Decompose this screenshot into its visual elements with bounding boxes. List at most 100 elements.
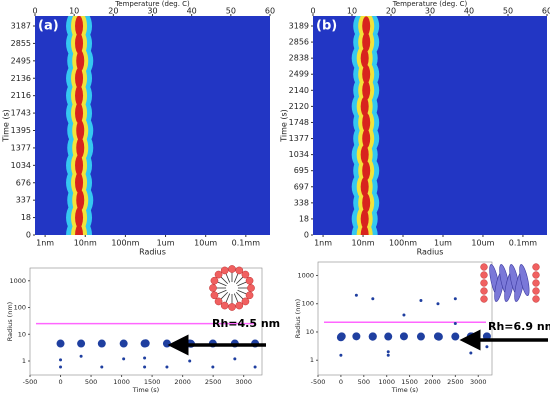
- icon-head: [480, 295, 488, 303]
- icon-head: [210, 291, 219, 300]
- x2-tick-label: 40: [187, 7, 197, 16]
- y-tick-label: 695: [294, 166, 309, 175]
- data-point: [119, 339, 128, 348]
- data-point: [233, 357, 237, 361]
- x-tick-label: 100nm: [389, 239, 417, 248]
- x2-tick-label: 60: [542, 7, 550, 16]
- x-tick-label: 100nm: [111, 239, 139, 248]
- y-axis-title: Radius (nm): [294, 299, 302, 338]
- icon-head: [209, 284, 217, 292]
- y-tick-label: 1395: [11, 126, 31, 135]
- icon-tail: [225, 273, 231, 283]
- x-tick-label: 0.1mm: [232, 239, 261, 248]
- y-tick-label: 10: [18, 330, 26, 338]
- y-tick-label: 2136: [11, 74, 31, 83]
- x-tick-label: 1um: [157, 239, 175, 248]
- heatmap-cell: [76, 137, 85, 159]
- x2-tick-label: 50: [226, 7, 236, 16]
- data-point: [253, 365, 257, 369]
- icon-head: [220, 301, 229, 310]
- y-tick-label: 1: [22, 357, 26, 365]
- annotation: Rh=4.5 nm: [212, 317, 280, 330]
- y-tick-label: 2855: [11, 39, 31, 48]
- icon-head: [480, 263, 488, 271]
- y-tick-label: 2120: [289, 102, 309, 111]
- x2-tick-label: 20: [386, 7, 396, 16]
- icon-head: [245, 276, 254, 285]
- y-tick-label: 2856: [289, 38, 309, 47]
- x-tick-label: 1nm: [314, 239, 332, 248]
- icon-tail: [217, 289, 227, 295]
- data-point: [416, 332, 425, 341]
- y-tick-label: 2838: [289, 54, 309, 63]
- icon-helix: [519, 264, 530, 297]
- icon-head: [220, 266, 229, 275]
- y-tick-label: 1377: [289, 134, 309, 143]
- heatmap-cells: [66, 16, 94, 235]
- data-point: [434, 332, 443, 341]
- data-point: [339, 353, 343, 357]
- y-tick-label: 338: [294, 198, 309, 207]
- icon-tail: [217, 281, 227, 287]
- icon-head: [210, 276, 219, 285]
- x2-tick-label: 20: [108, 7, 118, 16]
- heatmap-cell: [362, 80, 371, 100]
- x2-axis-title: Temperature (deg. C): [392, 0, 468, 8]
- x-tick-label: 1500: [401, 378, 418, 386]
- heatmap-background: [313, 16, 547, 235]
- y-tick-label: 2499: [289, 70, 309, 79]
- heatmap-cell: [362, 161, 371, 181]
- x-tick-label: 0: [58, 378, 62, 386]
- heatmap-cell: [362, 16, 371, 36]
- data-point: [354, 293, 358, 297]
- icon-tail: [225, 293, 231, 303]
- x-tick-label: 10um: [471, 239, 494, 248]
- icon-head: [532, 263, 540, 271]
- data-point: [337, 332, 346, 341]
- icon-head: [532, 295, 540, 303]
- y-tick-label: 3187: [11, 22, 31, 31]
- data-point: [436, 302, 440, 306]
- y-tick-label: 1748: [289, 118, 309, 127]
- y-tick-label: 10: [306, 328, 314, 336]
- icon-head: [480, 279, 488, 287]
- x-tick-label: 500: [358, 378, 370, 386]
- data-point: [371, 297, 375, 301]
- y-tick-label: 1743: [11, 109, 31, 118]
- y-axis-title: Time (s): [2, 109, 11, 143]
- icon-head: [480, 287, 488, 295]
- heatmap-cell: [360, 177, 369, 197]
- data-point: [56, 339, 65, 348]
- x-axis-title: Radius: [417, 248, 444, 257]
- x-tick-label: 2500: [205, 378, 222, 386]
- x-axis-title: Time (s): [132, 386, 159, 394]
- data-point: [77, 339, 86, 348]
- y-tick-label: 18: [21, 213, 31, 222]
- data-point: [165, 365, 169, 369]
- x-tick-label: 2000: [424, 378, 441, 386]
- x-tick-label: 1um: [434, 239, 452, 248]
- icon-head: [532, 271, 540, 279]
- x2-tick-label: 0: [32, 7, 37, 16]
- x-tick-label: 2500: [447, 378, 464, 386]
- x2-tick-label: 30: [147, 7, 157, 16]
- y-tick-label: 100: [302, 300, 314, 308]
- heatmap-cell: [75, 102, 84, 124]
- heatmap-cell: [362, 128, 371, 149]
- data-point: [419, 299, 423, 303]
- plot-frame: [29, 267, 263, 376]
- x2-tick-label: 60: [265, 7, 275, 16]
- y-tick-label: 2495: [11, 56, 31, 65]
- icon-head: [235, 301, 244, 310]
- y-tick-label: 2140: [289, 86, 309, 95]
- data-point: [59, 358, 63, 362]
- data-point: [402, 313, 406, 317]
- icon-tail: [235, 276, 244, 285]
- data-point: [143, 356, 147, 360]
- icon-head: [532, 279, 540, 287]
- heatmap-cell: [75, 154, 84, 176]
- x-tick-label: 1500: [144, 378, 161, 386]
- y-tick-label: 676: [16, 178, 31, 187]
- x-tick-label: 1000: [378, 378, 395, 386]
